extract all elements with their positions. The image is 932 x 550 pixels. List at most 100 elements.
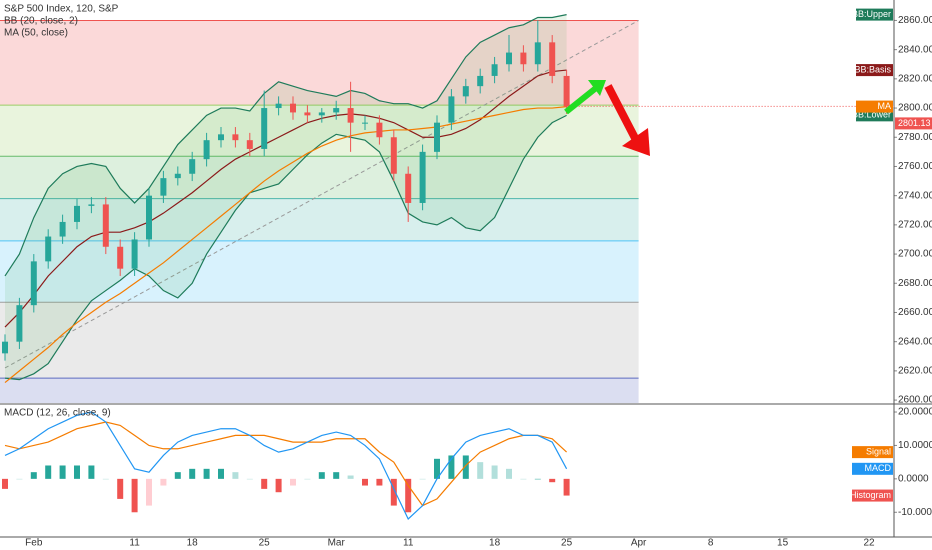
series-tag: BB:Basis [854,64,891,74]
macd-line [4,411,568,520]
arrow-down [604,84,640,142]
histogram-bar [232,472,239,479]
candle-body [232,134,239,141]
candle-body [347,108,354,123]
x-tick-label: 18 [489,538,501,549]
series-tag: Signal [866,446,891,456]
histogram-bar [563,478,570,496]
candle-body [419,151,426,203]
series-tag: Histogram [850,490,891,500]
x-tick-label: Feb [25,538,43,549]
candle-body [174,173,181,179]
histogram-bar [189,468,196,479]
histogram-bar [102,478,109,480]
y-tick-label: 2860.00 [898,15,932,26]
x-tick-label: 25 [561,538,573,549]
histogram-bar [405,478,412,513]
histogram-bar [347,475,354,479]
histogram-bar [88,465,95,479]
candle-body [405,173,412,203]
histogram-bar [160,478,167,486]
histogram-bar [462,455,469,479]
chart-title: MACD (12, 26, close, 9) [4,408,111,419]
series-tag-bg [852,489,893,502]
candle-body [434,122,440,152]
candle-body [390,137,397,174]
y-tick-label: 2680.00 [898,278,932,289]
histogram-bar [448,455,455,479]
histogram-bar [59,465,66,479]
x-tick-label: 8 [708,538,714,549]
x-tick-label: Mar [328,538,346,549]
histogram-bar [218,468,224,479]
histogram-bar [174,472,181,479]
histogram-bar [117,478,124,499]
candle-body [520,52,527,65]
candle-body [261,108,268,149]
candle-body [563,75,570,107]
arrow-down-head [622,128,650,156]
candle-body [45,236,52,262]
histogram-bar [506,468,512,479]
indicator-line [4,69,567,328]
y-tick-label: 2800.00 [898,103,932,114]
candle-body [477,75,484,87]
candle-body [462,86,469,97]
y-tick-label: 20.0000 [898,407,932,418]
histogram-bar [549,478,556,483]
candle-body [246,140,253,149]
y-tick-label: 2600.00 [898,395,932,406]
fib-zone [0,156,639,199]
histogram-bar [131,478,138,513]
y-tick-label: 2660.00 [898,307,932,318]
candle-body [203,140,210,160]
candle-body [88,204,95,206]
histogram-bar [74,465,80,479]
y-tick-label: 2700.00 [898,249,932,260]
histogram-bar [16,478,23,480]
indicator-line [4,114,567,381]
series-tag-bg [856,100,893,113]
series-tag-bg [852,462,893,475]
y-tick-label: 2760.00 [898,161,932,172]
y-tick-label: 2740.00 [898,190,932,201]
candle-body [30,261,37,306]
candle-body [131,239,138,269]
candle-body [506,52,512,65]
indicator-line [4,14,567,277]
y-tick-label: 2820.00 [898,73,932,84]
x-tick-label: 11 [129,538,140,549]
candle-body [74,205,80,222]
histogram-bar [45,465,52,479]
series-tag-bg [852,446,893,459]
x-tick-label: Apr [631,538,647,549]
histogram-bar [520,478,527,480]
candle-body [218,134,224,141]
candle-body [333,108,340,113]
histogram-bar [318,472,325,479]
x-tick-label: 15 [777,538,789,549]
histogram-bar [246,478,253,480]
x-tick-label: 25 [259,538,271,549]
series-tag-bg [856,8,893,21]
series-tag: BB:Lower [852,110,891,120]
candle-body [290,103,296,113]
histogram-bar [434,458,440,479]
candle-body [16,305,23,342]
candle-body [189,159,196,174]
fib-zone [0,240,639,303]
y-tick-label: 0.0000 [898,473,929,484]
y-tick-label: 2840.00 [898,44,932,55]
histogram-bar [333,472,340,479]
fib-zone [0,302,639,379]
candle-body [491,64,498,76]
series-tag: MA [878,101,892,111]
histogram-bar [2,478,8,489]
candle-body [160,178,167,196]
histogram-bar [304,478,311,480]
macd-line [4,421,568,507]
series-tag: BB:Upper [852,9,891,19]
indicator-label: BB (20, close, 2) [4,16,78,27]
y-tick-label: 2780.00 [898,132,932,143]
